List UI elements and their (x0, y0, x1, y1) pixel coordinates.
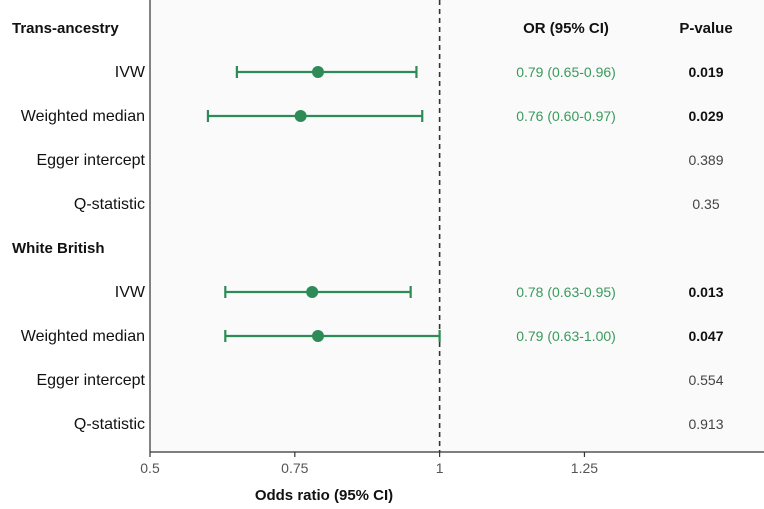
x-axis-label: Odds ratio (95% CI) (255, 487, 393, 504)
group-header-row: White British (12, 240, 105, 257)
group-header-row: Trans-ancestry (12, 20, 119, 37)
or-ci-text: 0.76 (0.60-0.97) (516, 108, 616, 124)
group-label: Trans-ancestry (12, 20, 119, 37)
p-value: 0.013 (688, 284, 723, 300)
row-label: Egger intercept (36, 152, 145, 169)
group-label: White British (12, 240, 105, 257)
estimate-row: Q-statistic 0.913 (74, 416, 724, 433)
estimate-row: Egger intercept 0.389 (36, 152, 723, 169)
rows: Trans-ancestry IVW 0.79 (0.65-0.96) 0.019 We… (12, 20, 724, 433)
row-label: Weighted median (21, 328, 145, 345)
row-label: IVW (115, 284, 146, 301)
plot-panel (150, 0, 764, 452)
point-estimate (306, 286, 319, 298)
row-label: Egger intercept (36, 372, 145, 389)
estimate-row: Weighted median 0.79 (0.63-1.00) 0.047 (21, 328, 724, 345)
p-value: 0.913 (688, 416, 723, 432)
or-ci-text: 0.79 (0.65-0.96) (516, 64, 616, 80)
point-estimate (294, 110, 307, 122)
or-ci-text: 0.78 (0.63-0.95) (516, 284, 616, 300)
x-tick-label: 0.75 (281, 460, 308, 476)
p-value: 0.554 (688, 372, 723, 388)
or-ci-text: 0.79 (0.63-1.00) (516, 328, 616, 344)
estimate-row: Q-statistic 0.35 (74, 196, 720, 213)
p-column-header: P-value (679, 20, 732, 37)
row-label: IVW (115, 64, 146, 81)
point-estimate (311, 66, 324, 78)
row-label: Weighted median (21, 108, 145, 125)
x-tick-label: 1.25 (571, 460, 598, 476)
p-value: 0.389 (688, 152, 723, 168)
estimate-row: Weighted median 0.76 (0.60-0.97) 0.029 (21, 108, 724, 125)
estimate-row: IVW 0.79 (0.65-0.96) 0.019 (115, 64, 724, 81)
row-label: Q-statistic (74, 416, 145, 433)
point-estimate (311, 330, 324, 342)
p-value: 0.35 (692, 196, 719, 212)
p-value: 0.019 (688, 64, 723, 80)
estimate-row: IVW 0.78 (0.63-0.95) 0.013 (115, 284, 724, 301)
or-column-header: OR (95% CI) (523, 20, 609, 37)
x-ticks: 0.5 0.75 1 1.25 (140, 452, 598, 476)
x-tick-label: 0.5 (140, 460, 160, 476)
row-label: Q-statistic (74, 196, 145, 213)
x-tick-label: 1 (436, 460, 444, 476)
estimate-row: Egger intercept 0.554 (36, 372, 723, 389)
p-value: 0.029 (688, 108, 723, 124)
p-value: 0.047 (688, 328, 723, 344)
